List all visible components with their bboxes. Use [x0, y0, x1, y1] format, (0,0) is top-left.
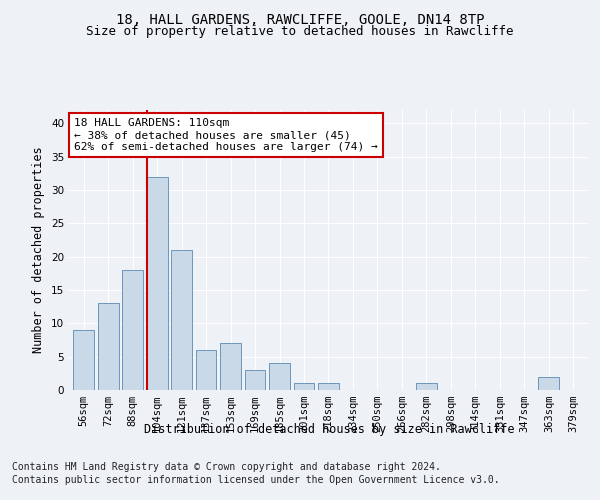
Y-axis label: Number of detached properties: Number of detached properties — [32, 146, 46, 354]
Bar — [220, 344, 241, 390]
Bar — [269, 364, 290, 390]
Bar — [416, 384, 437, 390]
Bar — [196, 350, 217, 390]
Bar — [245, 370, 265, 390]
Bar — [122, 270, 143, 390]
Text: 18 HALL GARDENS: 110sqm
← 38% of detached houses are smaller (45)
62% of semi-de: 18 HALL GARDENS: 110sqm ← 38% of detache… — [74, 118, 378, 152]
Bar — [98, 304, 119, 390]
Text: Contains HM Land Registry data © Crown copyright and database right 2024.: Contains HM Land Registry data © Crown c… — [12, 462, 441, 472]
Text: Contains public sector information licensed under the Open Government Licence v3: Contains public sector information licen… — [12, 475, 500, 485]
Bar — [538, 376, 559, 390]
Bar — [147, 176, 167, 390]
Bar — [171, 250, 192, 390]
Text: 18, HALL GARDENS, RAWCLIFFE, GOOLE, DN14 8TP: 18, HALL GARDENS, RAWCLIFFE, GOOLE, DN14… — [116, 12, 484, 26]
Bar — [318, 384, 339, 390]
Text: Distribution of detached houses by size in Rawcliffe: Distribution of detached houses by size … — [143, 422, 514, 436]
Bar — [73, 330, 94, 390]
Text: Size of property relative to detached houses in Rawcliffe: Size of property relative to detached ho… — [86, 25, 514, 38]
Bar — [293, 384, 314, 390]
